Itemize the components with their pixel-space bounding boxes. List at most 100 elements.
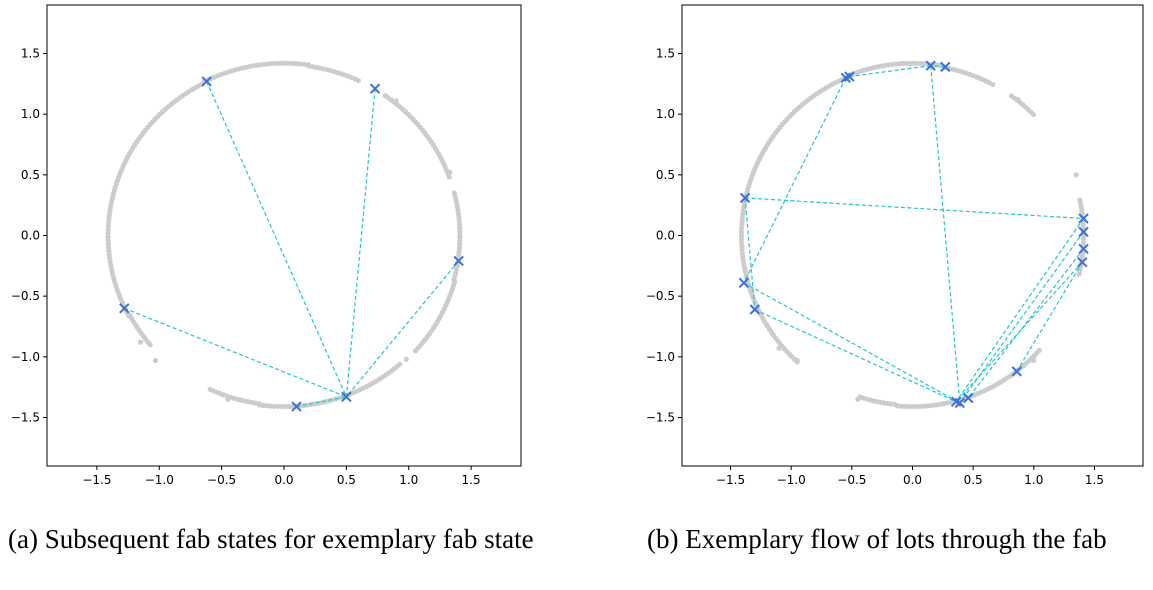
flow-link [743,77,847,284]
background-point [1008,93,1015,99]
background-points [738,60,1087,410]
background-point [278,403,285,410]
background-point [855,396,861,402]
marker-stroke [963,392,974,404]
background-point [451,190,457,196]
background-point [147,342,153,348]
caption-b: (b) Exemplary flow of lots through the f… [647,524,1107,554]
x-tick-label: 0.5 [964,473,983,487]
background-point [911,60,917,66]
flow-link [754,308,957,403]
state-marker [1011,366,1023,377]
background-point [1036,347,1042,354]
flow-link [124,307,347,398]
marker-stroke [844,71,855,82]
background-points [105,60,463,410]
marker-stroke [453,255,464,267]
marker-stroke [341,391,352,403]
y-tick-label: −1.0 [646,350,675,364]
flow-link [345,260,460,398]
x-tick-label: −1.0 [777,473,806,487]
background-point [397,361,403,367]
x-tick-label: 1.0 [1024,473,1043,487]
state-marker [954,397,966,409]
background-point [382,93,388,99]
flow-link [930,65,946,68]
marker-stroke [749,304,760,315]
y-tick-label: −0.5 [11,289,40,303]
state-marker [749,304,760,315]
y-tick-label: −0.5 [646,289,675,303]
marker-stroke [940,61,951,73]
y-tick-label: 0.5 [656,168,675,182]
state-marker [1078,243,1089,255]
plot-area [681,4,1144,467]
axis-ticks: −1.5 −1.0 −0.5 0.0 0.5 1.0 1.5 1.5 1.0 0.5 0.0 −0.5… [11,47,481,487]
marker-stroke [738,277,750,289]
x-tick-label: −1.5 [82,473,111,487]
state-marker [940,61,951,73]
state-marker [844,71,855,82]
flow-link [930,65,961,403]
background-point [291,60,297,67]
x-tick-label: −1.5 [716,473,745,487]
background-point [294,61,301,67]
state-markers [738,60,1089,409]
background-point [137,339,144,345]
background-point [905,403,911,410]
flow-links [743,65,1085,404]
x-tick-label: 0.0 [903,473,922,487]
y-tick-label: −1.5 [11,410,40,424]
flow-link [849,65,931,78]
state-marker [369,83,381,94]
state-marker [201,76,212,87]
flow-link [1016,261,1083,372]
background-point [909,403,915,410]
background-point [275,403,281,410]
background-point [794,357,800,364]
state-markers [119,76,464,412]
background-point [457,232,463,239]
background-point [914,60,920,66]
state-marker [1077,256,1088,268]
marker-stroke [201,76,212,87]
flow-link [296,396,347,408]
flow-links [124,81,460,408]
chart-a: −1.5 −1.0 −0.5 0.0 0.5 1.0 1.5 1.5 1.0 0.5 0.0 −0.5… [11,4,522,487]
x-tick-label: 0.5 [337,473,356,487]
x-tick-label: −0.5 [207,473,236,487]
background-point [447,169,453,176]
x-tick-label: 1.5 [1085,473,1104,487]
state-marker [1078,226,1089,238]
marker-stroke [1078,243,1089,255]
background-point [393,98,399,104]
y-tick-label: 0.0 [21,229,40,243]
background-point [1073,172,1079,178]
flow-link [206,81,347,398]
caption-a: (a) Subsequent fab states for exemplary … [8,524,534,554]
y-tick-label: 0.5 [21,168,40,182]
state-marker [341,391,352,403]
background-point [267,403,274,409]
marker-stroke [954,397,966,409]
flow-link [967,248,1085,399]
chart-b: −1.5 −1.0 −0.5 0.0 0.5 1.0 1.5 1.5 1.0 0.5 0.0 −0.5… [646,4,1144,487]
background-point [225,396,231,402]
y-tick-label: 1.0 [656,107,675,121]
plot-area [46,4,522,467]
state-marker [1078,213,1089,224]
state-marker [291,401,302,412]
background-point [1015,97,1021,103]
background-point [269,61,275,67]
background-point [738,229,745,235]
marker-stroke [1011,366,1023,377]
state-marker [963,392,974,404]
x-tick-label: −0.5 [837,473,866,487]
background-point [287,60,293,66]
state-marker [453,255,464,267]
marker-stroke [1078,226,1089,238]
marker-stroke [369,83,381,94]
y-tick-label: 1.5 [21,47,40,61]
background-point [105,230,111,236]
marker-stroke [925,60,936,71]
